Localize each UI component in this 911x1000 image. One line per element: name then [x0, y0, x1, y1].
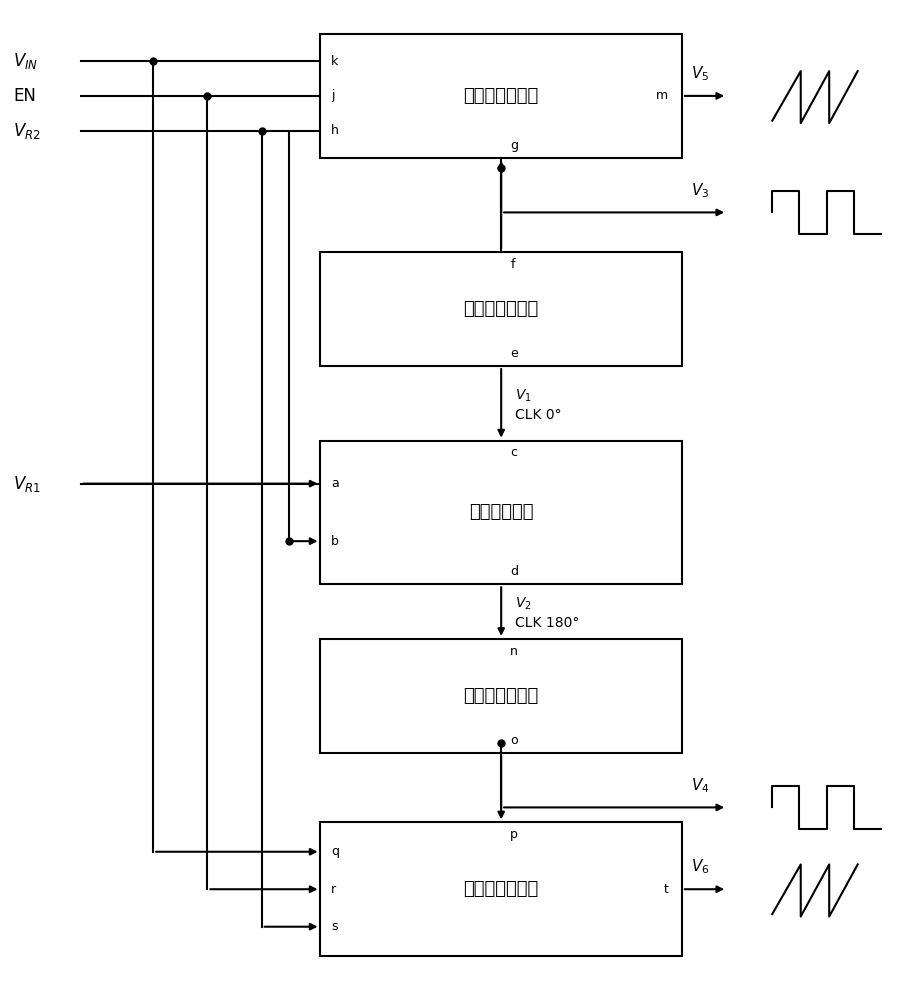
Text: $V_3$: $V_3$	[691, 181, 709, 200]
Text: CLK 0°: CLK 0°	[514, 408, 561, 422]
Text: q: q	[331, 845, 339, 858]
Text: a: a	[331, 477, 339, 490]
Text: m: m	[656, 89, 668, 102]
Text: b: b	[331, 535, 339, 548]
Text: 窄脉冲产生单元: 窄脉冲产生单元	[463, 300, 538, 318]
Text: d: d	[509, 565, 517, 578]
FancyBboxPatch shape	[320, 440, 681, 584]
Text: g: g	[509, 139, 517, 152]
Text: j: j	[331, 89, 334, 102]
Text: 内部振荡单元: 内部振荡单元	[468, 503, 533, 521]
Text: 窄脉冲产生单元: 窄脉冲产生单元	[463, 687, 538, 705]
FancyBboxPatch shape	[320, 34, 681, 158]
Text: $V_1$: $V_1$	[514, 387, 531, 404]
Text: r: r	[331, 883, 336, 896]
Text: n: n	[509, 645, 517, 658]
Text: e: e	[509, 347, 517, 360]
FancyBboxPatch shape	[320, 822, 681, 956]
Text: k: k	[331, 55, 338, 68]
Text: t: t	[663, 883, 668, 896]
Text: $V_5$: $V_5$	[691, 64, 709, 83]
Text: f: f	[509, 258, 514, 271]
Text: p: p	[509, 828, 517, 841]
Text: $V_4$: $V_4$	[691, 776, 709, 795]
Text: $V_{IN}$: $V_{IN}$	[13, 51, 38, 71]
Text: h: h	[331, 124, 339, 137]
Text: s: s	[331, 920, 337, 933]
Text: c: c	[509, 446, 517, 459]
Text: 锯齿波产生单元: 锯齿波产生单元	[463, 87, 538, 105]
Text: $V_2$: $V_2$	[514, 595, 531, 612]
FancyBboxPatch shape	[320, 639, 681, 753]
Text: 锯齿波产生单元: 锯齿波产生单元	[463, 880, 538, 898]
Text: $V_{R2}$: $V_{R2}$	[13, 121, 41, 141]
Text: $V_6$: $V_6$	[691, 858, 709, 876]
Text: CLK 180°: CLK 180°	[514, 616, 578, 630]
Text: o: o	[509, 734, 517, 747]
FancyBboxPatch shape	[320, 252, 681, 366]
Text: $V_{R1}$: $V_{R1}$	[13, 474, 41, 494]
Text: EN: EN	[13, 87, 36, 105]
